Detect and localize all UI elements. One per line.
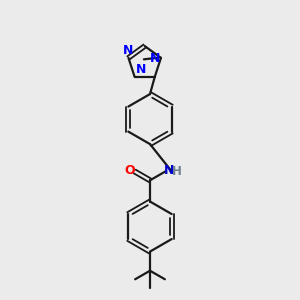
Text: N: N <box>136 63 146 76</box>
Text: O: O <box>124 164 135 177</box>
Text: H: H <box>172 165 182 178</box>
Text: N: N <box>123 44 133 57</box>
Text: N: N <box>149 52 160 65</box>
Text: N: N <box>164 164 174 177</box>
